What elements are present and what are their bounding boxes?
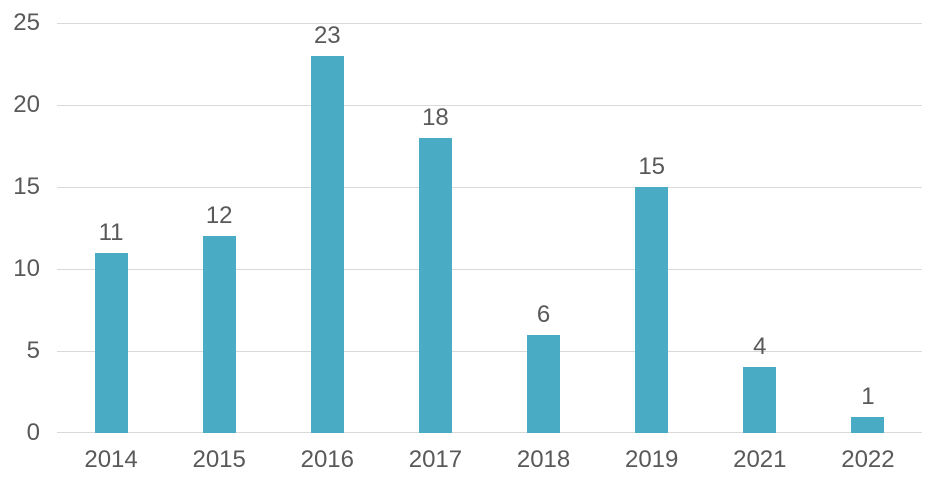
- gridline-y-0: [57, 432, 922, 433]
- bar-2018: [527, 334, 561, 433]
- bar-column-2018: 6: [490, 23, 598, 433]
- bars-row: 11 12 23 18 6 15 4 1: [57, 23, 922, 433]
- bar-2019: [635, 187, 669, 433]
- bar-value-label: 23: [313, 21, 341, 49]
- bar-2015: [202, 236, 236, 433]
- x-tick-label: 2014: [84, 446, 138, 473]
- bar-2017: [418, 137, 452, 433]
- y-tick-label: 5: [26, 337, 40, 364]
- bar-2016: [310, 55, 344, 433]
- bar-column-2017: 18: [381, 23, 489, 433]
- x-tick-label: 2022: [841, 446, 895, 473]
- bar-value-label: 1: [861, 382, 875, 410]
- bar-column-2015: 12: [165, 23, 273, 433]
- bar-column-2019: 15: [598, 23, 706, 433]
- x-axis: 2014 2015 2016 2017 2018 2019 2021 2022: [57, 446, 922, 473]
- x-tick-label: 2015: [192, 446, 246, 473]
- bar-value-label: 6: [536, 300, 551, 328]
- bar-value-label: 18: [422, 103, 449, 131]
- bar-2022: [851, 416, 885, 433]
- bar-value-label: 15: [638, 153, 666, 180]
- bar-column-2016: 23: [273, 23, 381, 433]
- x-tick-label: 2017: [408, 446, 463, 473]
- bar-column-2021: 4: [706, 23, 814, 433]
- bar-value-label: 4: [753, 333, 767, 361]
- gridline-y-5: [57, 351, 922, 352]
- x-tick-label: 2021: [733, 446, 787, 473]
- gridline-y-25: [57, 23, 922, 24]
- bar-value-label: 11: [98, 218, 124, 246]
- y-tick-label: 0: [26, 419, 40, 446]
- y-tick-label: 25: [13, 9, 40, 36]
- gridline-y-20: [57, 105, 922, 106]
- x-tick-label: 2019: [624, 446, 679, 473]
- bar-value-label: 12: [205, 202, 233, 230]
- bar-column-2022: 1: [814, 23, 922, 433]
- bar-column-2014: 11: [57, 23, 165, 433]
- bar-2021: [743, 367, 777, 433]
- bar-2014: [94, 252, 128, 433]
- gridline-y-10: [57, 269, 922, 270]
- y-axis: 0 5 10 15 20 25: [0, 11, 40, 445]
- y-tick-label: 15: [13, 173, 40, 200]
- y-tick-label: 10: [13, 255, 40, 282]
- plot-area: 11 12 23 18 6 15 4 1: [57, 23, 922, 433]
- x-tick-label: 2018: [516, 446, 571, 473]
- x-tick-label: 2016: [300, 446, 354, 473]
- gridline-y-15: [57, 187, 922, 188]
- y-tick-label: 20: [13, 91, 40, 118]
